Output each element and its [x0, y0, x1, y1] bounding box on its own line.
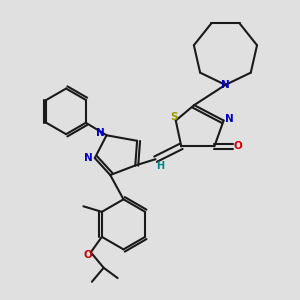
Text: S: S — [170, 112, 178, 122]
Text: N: N — [96, 128, 104, 138]
Text: H: H — [156, 161, 164, 171]
Text: O: O — [234, 141, 242, 151]
Text: O: O — [83, 250, 92, 260]
Text: N: N — [84, 153, 92, 163]
Text: N: N — [221, 80, 230, 90]
Text: N: N — [226, 114, 234, 124]
